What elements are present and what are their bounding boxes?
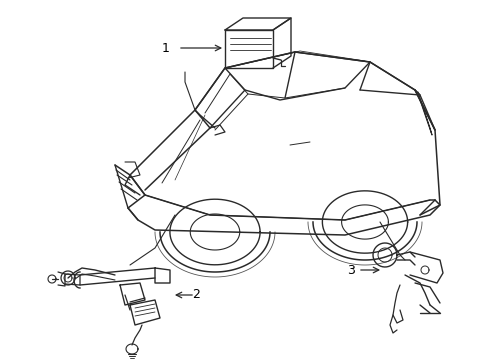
Text: 3: 3 [346, 264, 354, 276]
Text: 2: 2 [192, 288, 200, 302]
Text: 1: 1 [162, 41, 170, 54]
